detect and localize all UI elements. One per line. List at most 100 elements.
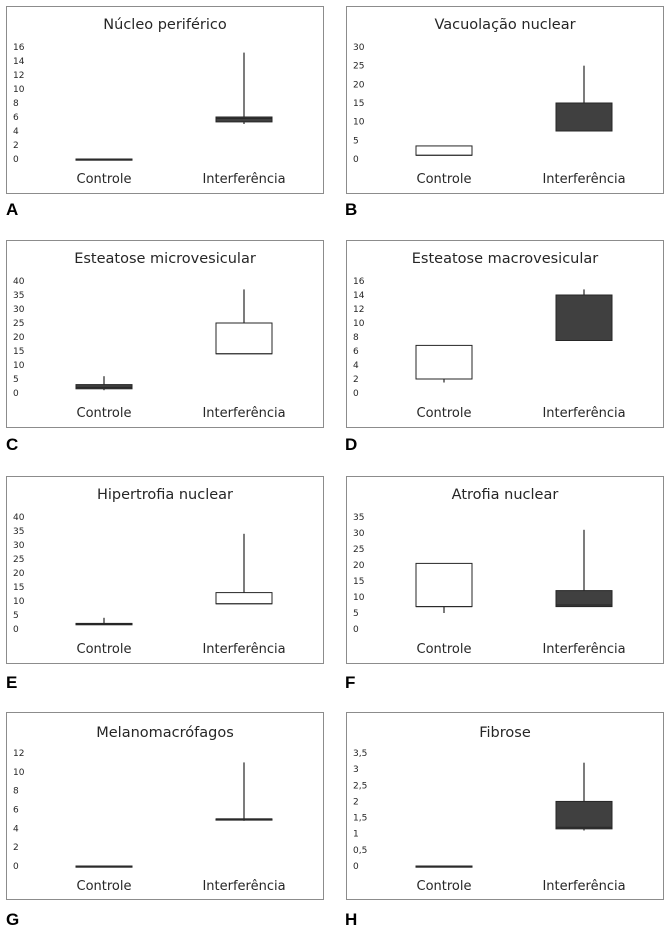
y-tick-label: 0 bbox=[13, 389, 19, 399]
box-mark bbox=[415, 562, 473, 608]
y-tick-label: 2 bbox=[353, 797, 359, 807]
chart-title: Hipertrofia nuclear bbox=[97, 487, 233, 503]
x-category-label: Controle bbox=[77, 879, 132, 894]
panel-letter: H bbox=[345, 910, 358, 929]
y-tick-label: 6 bbox=[13, 806, 19, 816]
y-tick-label: 40 bbox=[13, 277, 25, 287]
panel-letter: A bbox=[6, 200, 19, 219]
panel-letter: F bbox=[345, 673, 356, 692]
y-tick-label: 25 bbox=[353, 62, 364, 72]
x-category-label: Controle bbox=[417, 879, 472, 894]
y-tick-label: 25 bbox=[353, 545, 364, 555]
y-tick-label: 10 bbox=[13, 597, 25, 607]
chart-title: Vacuolação nuclear bbox=[434, 17, 575, 33]
y-tick-label: 10 bbox=[13, 768, 25, 778]
y-tick-label: 5 bbox=[353, 609, 359, 619]
panel-letter: B bbox=[345, 200, 358, 219]
y-tick-label: 3 bbox=[353, 765, 359, 775]
y-tick-label: 5 bbox=[13, 611, 19, 621]
x-category-label: Interferência bbox=[202, 406, 285, 421]
y-tick-label: 2 bbox=[13, 141, 19, 151]
y-tick-label: 6 bbox=[353, 347, 359, 357]
y-tick-label: 0 bbox=[13, 625, 19, 635]
y-tick-label: 3,5 bbox=[353, 749, 367, 759]
panel-c: Esteatose microvesicular 0 5 10 15 20 25 30 35 4… bbox=[6, 240, 324, 428]
chart-g: Melanomacrófagos 0 2 4 6 8 10 12 Controle Inte… bbox=[13, 725, 286, 894]
panel-f: Atrofia nuclear 0 5 10 15 20 25 30 35 Controle … bbox=[346, 476, 664, 664]
panel-h: Fibrose 0 0,5 1 1,5 2 2,5 3 3,5 Controle Interf… bbox=[346, 712, 664, 900]
panel-b: Vacuolação nuclear 0 5 10 15 20 25 30 Controle… bbox=[346, 6, 664, 194]
panel-a: Núcleo periférico 0 2 4 6 8 10 12 14 16 Controle… bbox=[6, 6, 324, 194]
y-tick-label: 2 bbox=[353, 375, 359, 385]
box-mark bbox=[75, 384, 133, 390]
y-tick-label: 16 bbox=[353, 277, 365, 287]
box-mark bbox=[415, 145, 473, 156]
y-tick-label: 15 bbox=[353, 577, 364, 587]
y-tick-label: 30 bbox=[13, 541, 25, 551]
chart-h: Fibrose 0 0,5 1 1,5 2 2,5 3 3,5 Controle Interf… bbox=[353, 725, 626, 894]
y-tick-label: 15 bbox=[13, 583, 24, 593]
panel-letter: G bbox=[6, 910, 20, 929]
y-tick-label: 12 bbox=[13, 749, 24, 759]
y-tick-label: 25 bbox=[13, 555, 24, 565]
y-tick-label: 20 bbox=[13, 333, 25, 343]
y-tick-label: 12 bbox=[13, 71, 24, 81]
x-category-label: Controle bbox=[417, 406, 472, 421]
box-mark bbox=[215, 322, 273, 355]
x-category-label: Interferência bbox=[542, 879, 625, 894]
y-tick-label: 4 bbox=[13, 824, 19, 834]
y-tick-label: 14 bbox=[353, 291, 365, 301]
y-tick-label: 8 bbox=[13, 99, 19, 109]
panel-letter: D bbox=[345, 435, 358, 454]
y-tick-label: 15 bbox=[353, 99, 364, 109]
y-tick-label: 8 bbox=[353, 333, 359, 343]
y-tick-label: 4 bbox=[353, 361, 359, 371]
panel-g: Melanomacrófagos 0 2 4 6 8 10 12 Controle Inte… bbox=[6, 712, 324, 900]
y-tick-label: 20 bbox=[353, 80, 365, 90]
chart-title: Esteatose macrovesicular bbox=[412, 251, 599, 267]
x-category-label: Interferência bbox=[202, 642, 285, 657]
y-tick-label: 10 bbox=[13, 361, 25, 371]
y-tick-label: 5 bbox=[353, 136, 359, 146]
x-category-label: Controle bbox=[417, 642, 472, 657]
panel-letter: C bbox=[6, 435, 19, 454]
y-tick-label: 0 bbox=[13, 862, 19, 872]
chart-title: Atrofia nuclear bbox=[452, 487, 559, 503]
y-tick-label: 25 bbox=[13, 319, 24, 329]
y-tick-label: 40 bbox=[13, 513, 25, 523]
box-mark bbox=[215, 116, 273, 123]
y-tick-label: 20 bbox=[353, 561, 365, 571]
x-category-label: Interferência bbox=[542, 642, 625, 657]
y-tick-label: 0 bbox=[353, 862, 359, 872]
y-tick-label: 2 bbox=[13, 843, 19, 853]
chart-c: Esteatose microvesicular 0 5 10 15 20 25 30 35 4… bbox=[13, 251, 286, 421]
x-category-label: Controle bbox=[417, 172, 472, 187]
y-tick-label: 14 bbox=[13, 57, 25, 67]
x-category-label: Interferência bbox=[542, 406, 625, 421]
y-tick-label: 12 bbox=[353, 305, 364, 315]
y-tick-label: 8 bbox=[13, 787, 19, 797]
x-category-label: Interferência bbox=[202, 879, 285, 894]
y-tick-label: 0 bbox=[353, 389, 359, 399]
y-tick-label: 10 bbox=[13, 85, 25, 95]
y-tick-label: 0 bbox=[13, 155, 19, 165]
chart-title: Esteatose microvesicular bbox=[74, 251, 256, 267]
y-tick-label: 5 bbox=[13, 375, 19, 385]
box-mark bbox=[215, 592, 273, 605]
y-tick-label: 6 bbox=[13, 113, 19, 123]
box-mark bbox=[555, 294, 613, 341]
y-tick-label: 1,5 bbox=[353, 814, 367, 824]
y-tick-label: 15 bbox=[13, 347, 24, 357]
chart-title: Melanomacrófagos bbox=[96, 725, 234, 741]
y-tick-label: 35 bbox=[353, 513, 364, 523]
panel-e: Hipertrofia nuclear 0 5 10 15 20 25 30 35 40 Con… bbox=[6, 476, 324, 664]
y-tick-label: 0 bbox=[353, 625, 359, 635]
y-tick-label: 0,5 bbox=[353, 846, 367, 856]
x-category-label: Interferência bbox=[542, 172, 625, 187]
box-mark bbox=[555, 590, 613, 608]
y-tick-label: 35 bbox=[13, 527, 24, 537]
panel-letter: E bbox=[6, 673, 18, 692]
box-mark bbox=[415, 344, 473, 380]
x-category-label: Controle bbox=[77, 406, 132, 421]
